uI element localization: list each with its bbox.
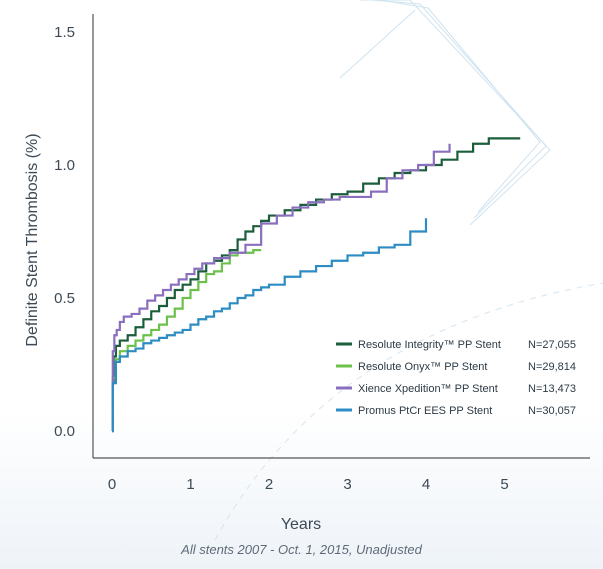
x-tick-label: 3: [343, 476, 351, 493]
legend-label: Resolute Integrity™ PP Stent: [358, 339, 501, 351]
chart-caption: All stents 2007 - Oct. 1, 2015, Unadjust…: [181, 542, 422, 557]
legend-sample-size: N=13,473: [528, 383, 576, 395]
legend-label: Resolute Onyx™ PP Stent: [358, 361, 487, 373]
series-line-1: [111, 137, 521, 433]
background-decoration: [214, 0, 603, 541]
y-tick-label: 1.5: [54, 24, 75, 41]
series-line-4: [111, 218, 428, 433]
y-tick-label: 1.0: [54, 157, 75, 174]
y-axis-title: Definite Stent Thrombosis (%): [24, 133, 41, 346]
legend: Resolute Integrity™ PP Stent N=27,055 Reso…: [336, 339, 576, 417]
series-line-3: [111, 143, 451, 433]
y-tick-labels: 0.0 0.5 1.0 1.5: [54, 24, 75, 440]
x-tick-labels: 0 1 2 3 4 5: [108, 476, 509, 493]
series-line-2: [111, 249, 262, 433]
legend-label: Promus PtCr EES PP Stent: [358, 405, 492, 417]
y-tick-label: 0.0: [54, 423, 75, 440]
x-axis-title: Years: [281, 516, 321, 533]
legend-label: Xience Xpedition™ PP Stent: [358, 383, 498, 395]
legend-sample-size: N=29,814: [528, 361, 576, 373]
x-tick-label: 4: [422, 476, 430, 493]
y-tick-label: 0.5: [54, 290, 75, 307]
legend-sample-size: N=30,057: [528, 405, 576, 417]
legend-sample-size: N=27,055: [528, 339, 576, 351]
x-tick-label: 5: [500, 476, 508, 493]
series-lines: [111, 137, 521, 433]
x-tick-label: 1: [186, 476, 194, 493]
x-tick-label: 0: [108, 476, 116, 493]
x-tick-label: 2: [265, 476, 273, 493]
